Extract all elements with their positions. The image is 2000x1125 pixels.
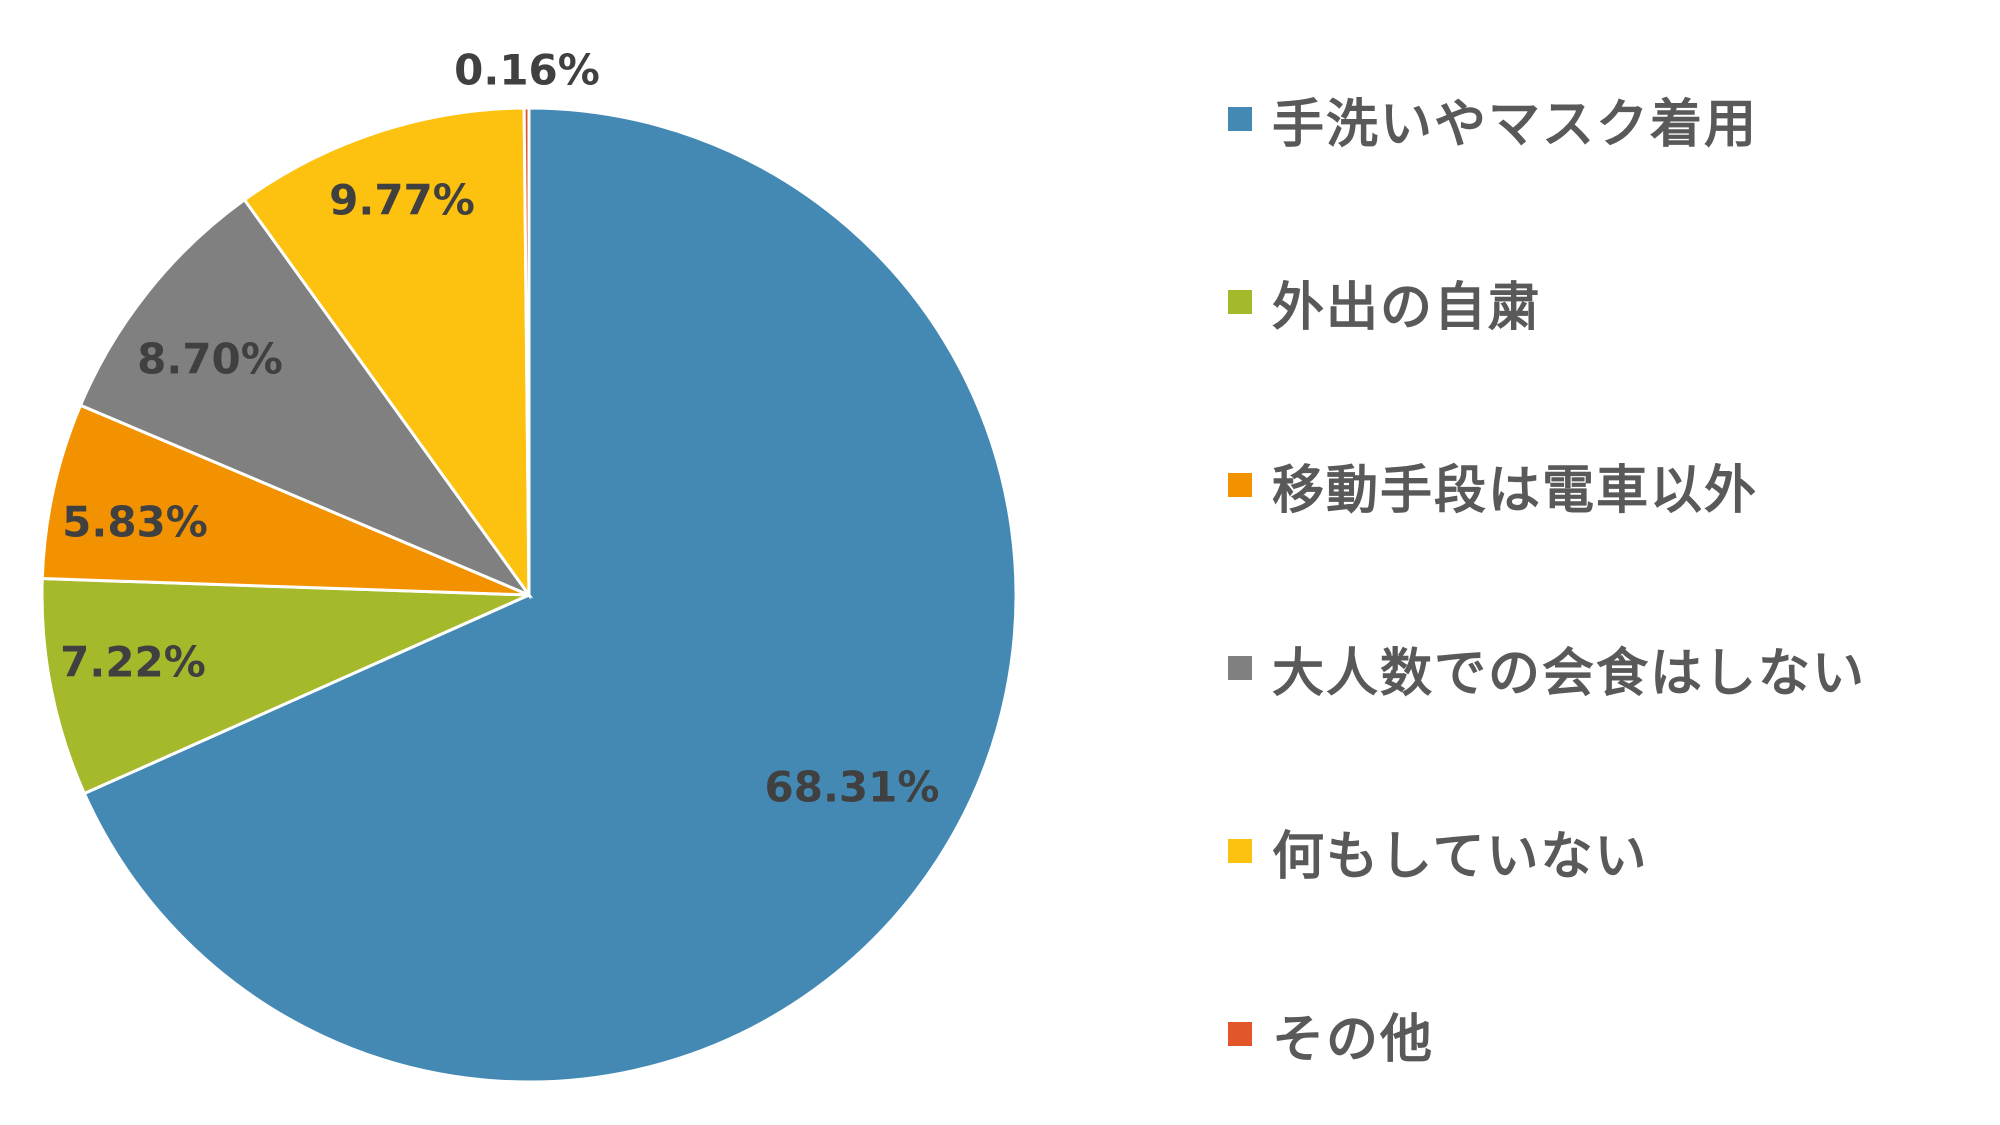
pie-data-label: 68.31% <box>765 763 940 812</box>
pie-data-label: 9.77% <box>329 176 475 225</box>
pie-slice <box>40 403 530 597</box>
legend-label: 手洗いやマスク着用 <box>1272 94 1759 155</box>
pie-slice <box>522 106 531 596</box>
legend-item: 移動手段は電車以外 <box>1228 450 1759 521</box>
legend-swatch <box>1228 290 1252 314</box>
pie-slices <box>40 106 1018 1084</box>
legend-item: 大人数での会食はしない <box>1228 633 1867 704</box>
legend-label: その他 <box>1272 1009 1435 1070</box>
legend-swatch <box>1228 107 1252 131</box>
pie-slice <box>82 106 1018 1084</box>
pie-slice <box>78 197 534 599</box>
pie-data-label: 7.22% <box>60 638 206 687</box>
legend-label: 大人数での会食はしない <box>1272 643 1867 704</box>
legend-label: 移動手段は電車以外 <box>1272 460 1759 521</box>
pie-slice <box>40 577 530 796</box>
legend-swatch <box>1228 839 1252 863</box>
legend-label: 外出の自粛 <box>1272 277 1543 338</box>
legend-item: その他 <box>1228 999 1435 1070</box>
legend-item: 外出の自粛 <box>1228 267 1543 338</box>
legend-swatch <box>1228 656 1252 680</box>
pie-data-labels: 68.31% 7.22% 5.83% 8.70% 9.77% 0.16% <box>60 46 939 812</box>
legend-label: 何もしていない <box>1272 826 1649 887</box>
legend-swatch <box>1228 473 1252 497</box>
legend-item: 何もしていない <box>1228 816 1649 887</box>
pie-data-label: 8.70% <box>137 335 283 384</box>
legend-swatch <box>1228 1022 1252 1046</box>
pie-data-label: 0.16% <box>454 46 600 95</box>
legend-item: 手洗いやマスク着用 <box>1228 84 1759 155</box>
pie-slice <box>242 106 531 600</box>
pie-data-label: 5.83% <box>62 498 208 547</box>
